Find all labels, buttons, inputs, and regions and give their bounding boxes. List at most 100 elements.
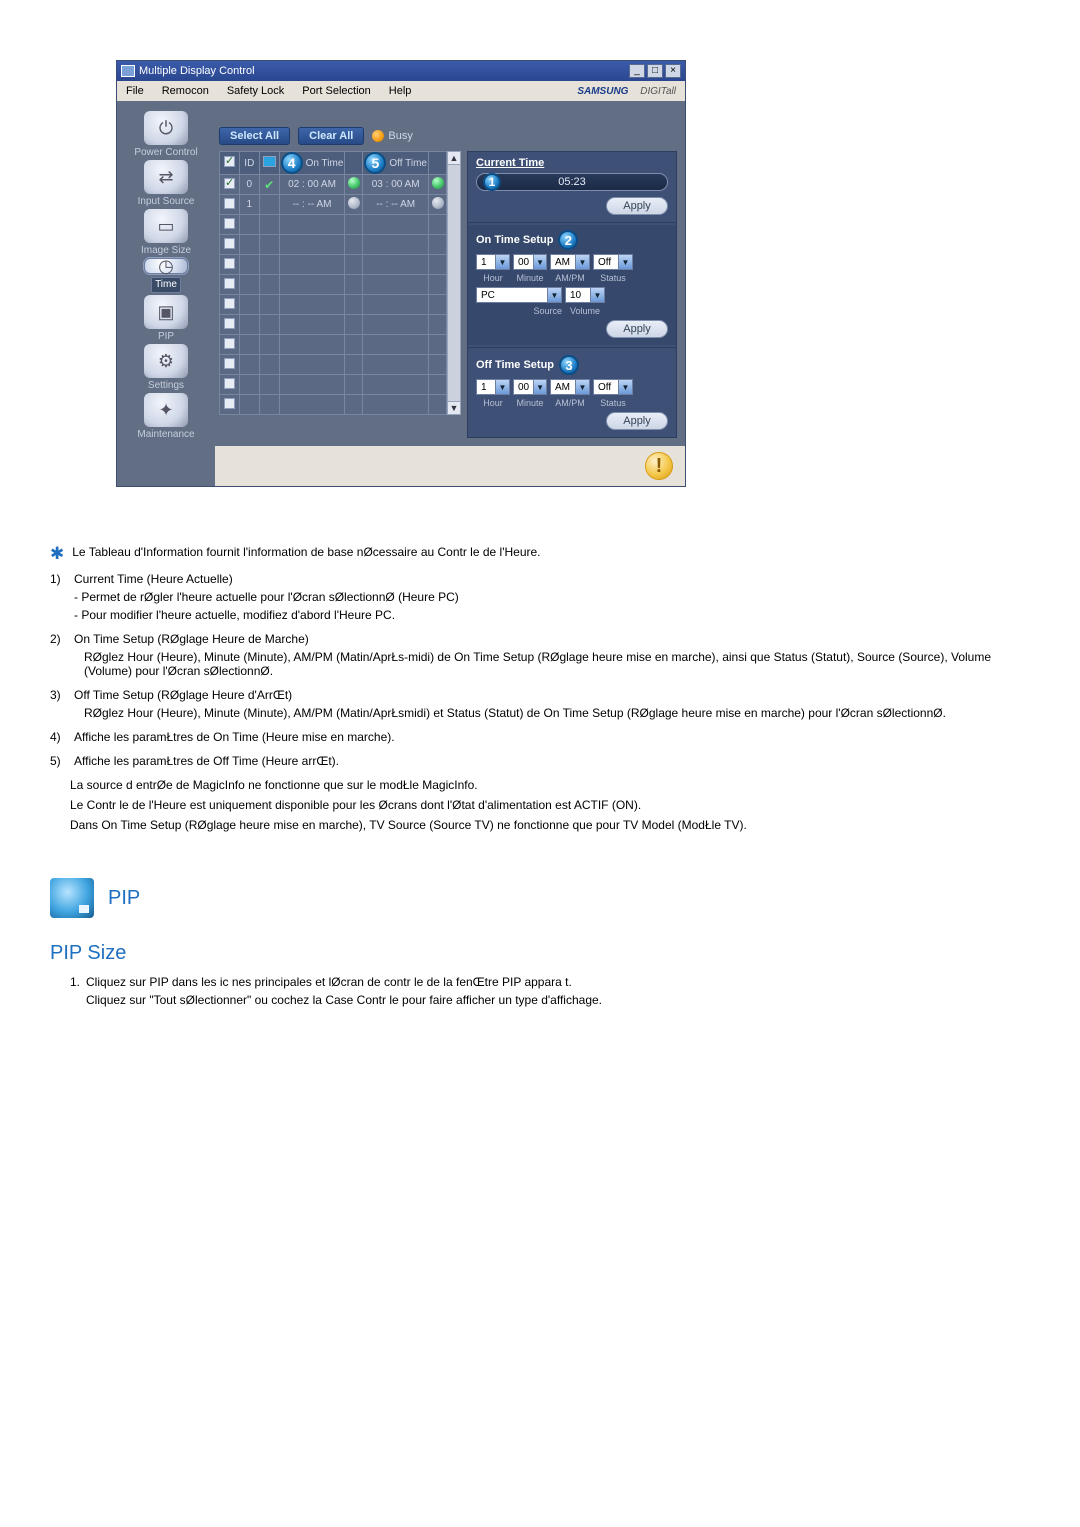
row-checkbox[interactable] xyxy=(224,298,235,309)
list-item: 3)Off Time Setup (RØglage Heure d'ArrŒt)… xyxy=(50,688,1030,720)
off-hour-select[interactable]: 1▼ xyxy=(476,379,510,395)
cell-id xyxy=(239,335,259,355)
menu-file[interactable]: File xyxy=(117,85,153,97)
select-all-button[interactable]: Select All xyxy=(219,127,290,145)
on-minute-select[interactable]: 00▼ xyxy=(513,254,547,270)
current-time-display: 1 05:23 xyxy=(476,173,668,191)
cell-on-time: 02 : 00 AM xyxy=(279,175,345,195)
apply-off-time-button[interactable]: Apply xyxy=(606,412,668,430)
row-checkbox[interactable] xyxy=(224,218,235,229)
list-item: 5)Affiche les paramŁtres de Off Time (He… xyxy=(50,754,1030,768)
sidebar-item-label: Time xyxy=(151,277,181,293)
apply-on-time-button[interactable]: Apply xyxy=(606,320,668,338)
table-row xyxy=(220,215,447,235)
sidebar-item-image-size[interactable]: ▭ Image Size xyxy=(126,209,206,256)
menu-port-selection[interactable]: Port Selection xyxy=(293,85,379,97)
sidebar-item-label: PIP xyxy=(126,331,206,342)
row-checkbox[interactable] xyxy=(224,378,235,389)
header-checkbox[interactable] xyxy=(224,156,235,167)
table-row xyxy=(220,315,447,335)
pip-section-icon xyxy=(50,878,94,918)
on-time-setup-section: On Time Setup 2 1▼ 00▼ AM▼ Off▼ xyxy=(468,225,676,345)
star-icon: ✱ xyxy=(50,545,64,562)
pip-steps: 1. Cliquez sur PIP dans les ic nes princ… xyxy=(50,975,1030,1007)
menu-remocon[interactable]: Remocon xyxy=(153,85,218,97)
scroll-up-button[interactable]: ▲ xyxy=(447,151,461,165)
note-line: Dans On Time Setup (RØglage heure mise e… xyxy=(70,818,1030,832)
sidebar-item-settings[interactable]: ⚙ Settings xyxy=(126,344,206,391)
col-id: ID xyxy=(239,152,259,175)
apply-current-time-button[interactable]: Apply xyxy=(606,197,668,215)
row-checkbox[interactable] xyxy=(224,398,235,409)
scroll-down-button[interactable]: ▼ xyxy=(447,401,461,415)
row-checkbox[interactable] xyxy=(224,358,235,369)
image-size-icon: ▭ xyxy=(157,216,174,237)
status-dot-icon xyxy=(348,197,360,209)
sidebar-item-input-source[interactable]: ⇄ Input Source xyxy=(126,160,206,207)
table-row: 0✔02 : 00 AM03 : 00 AM xyxy=(220,175,447,195)
row-checkbox[interactable] xyxy=(224,238,235,249)
row-checkbox[interactable] xyxy=(224,338,235,349)
sidebar-item-time[interactable]: ◷ Time xyxy=(126,258,206,293)
on-ampm-select[interactable]: AM▼ xyxy=(550,254,590,270)
row-checkbox[interactable] xyxy=(224,178,235,189)
table-scrollbar[interactable]: ▲ ▼ xyxy=(447,151,461,415)
off-status-select[interactable]: Off▼ xyxy=(593,379,633,395)
pip-title: PIP xyxy=(108,887,140,910)
badge-1: 1 xyxy=(483,173,501,191)
table-row xyxy=(220,275,447,295)
input-source-icon: ⇄ xyxy=(158,167,173,188)
window-title: Multiple Display Control xyxy=(139,65,255,77)
sidebar-item-maintenance[interactable]: ✦ Maintenance xyxy=(126,393,206,440)
warning-icon: ! xyxy=(645,452,673,480)
list-item: 1)Current Time (Heure Actuelle)Permet de… xyxy=(50,572,1030,622)
table-row xyxy=(220,355,447,375)
app-icon xyxy=(121,65,135,77)
on-source-select[interactable]: PC▼ xyxy=(476,287,562,303)
brand-logo: SAMSUNG DIGITall xyxy=(559,86,685,97)
maintenance-icon: ✦ xyxy=(158,400,173,421)
on-hour-select[interactable]: 1▼ xyxy=(476,254,510,270)
info-note: ✱ Le Tableau d'Information fournit l'inf… xyxy=(50,545,1030,562)
current-time-label: Current Time xyxy=(476,157,668,169)
cell-id xyxy=(239,355,259,375)
cell-id xyxy=(239,375,259,395)
close-button[interactable]: × xyxy=(665,64,681,78)
sidebar-item-pip[interactable]: ▣ PIP xyxy=(126,295,206,342)
off-minute-select[interactable]: 00▼ xyxy=(513,379,547,395)
note-line: La source d entrØe de MagicInfo ne fonct… xyxy=(70,778,1030,792)
menubar: File Remocon Safety Lock Port Selection … xyxy=(117,81,685,101)
row-checkbox[interactable] xyxy=(224,278,235,289)
menu-safety-lock[interactable]: Safety Lock xyxy=(218,85,293,97)
power-icon: ⏻ xyxy=(159,118,173,139)
sidebar-item-label: Input Source xyxy=(126,196,206,207)
cell-id xyxy=(239,255,259,275)
display-table: ID 4 On Time xyxy=(219,151,447,415)
pip-size-heading: PIP Size xyxy=(50,942,1030,965)
sidebar: ⏻ Power Control ⇄ Input Source ▭ Image S… xyxy=(117,101,215,486)
row-checkbox[interactable] xyxy=(224,198,235,209)
off-ampm-select[interactable]: AM▼ xyxy=(550,379,590,395)
titlebar: Multiple Display Control _ □ × xyxy=(117,61,685,81)
cell-id xyxy=(239,215,259,235)
cell-id: 1 xyxy=(239,195,259,215)
row-checkbox[interactable] xyxy=(224,318,235,329)
sidebar-item-power-control[interactable]: ⏻ Power Control xyxy=(126,111,206,158)
cell-off-time: -- : -- AM xyxy=(363,195,429,215)
clear-all-button[interactable]: Clear All xyxy=(298,127,364,145)
badge-3: 3 xyxy=(559,355,579,375)
menu-help[interactable]: Help xyxy=(380,85,421,97)
badge-4: 4 xyxy=(281,152,303,174)
cell-id xyxy=(239,395,259,415)
table-row xyxy=(220,235,447,255)
tv-check-icon: ✔ xyxy=(264,178,274,192)
note-line: Le Contr le de l'Heure est uniquement di… xyxy=(70,798,1030,812)
notes-block: La source d entrØe de MagicInfo ne fonct… xyxy=(50,778,1030,832)
maximize-button[interactable]: □ xyxy=(647,64,663,78)
time-icon: ◷ xyxy=(158,256,174,277)
sidebar-item-label: Maintenance xyxy=(126,429,206,440)
row-checkbox[interactable] xyxy=(224,258,235,269)
on-status-select[interactable]: Off▼ xyxy=(593,254,633,270)
minimize-button[interactable]: _ xyxy=(629,64,645,78)
on-volume-select[interactable]: 10▼ xyxy=(565,287,605,303)
